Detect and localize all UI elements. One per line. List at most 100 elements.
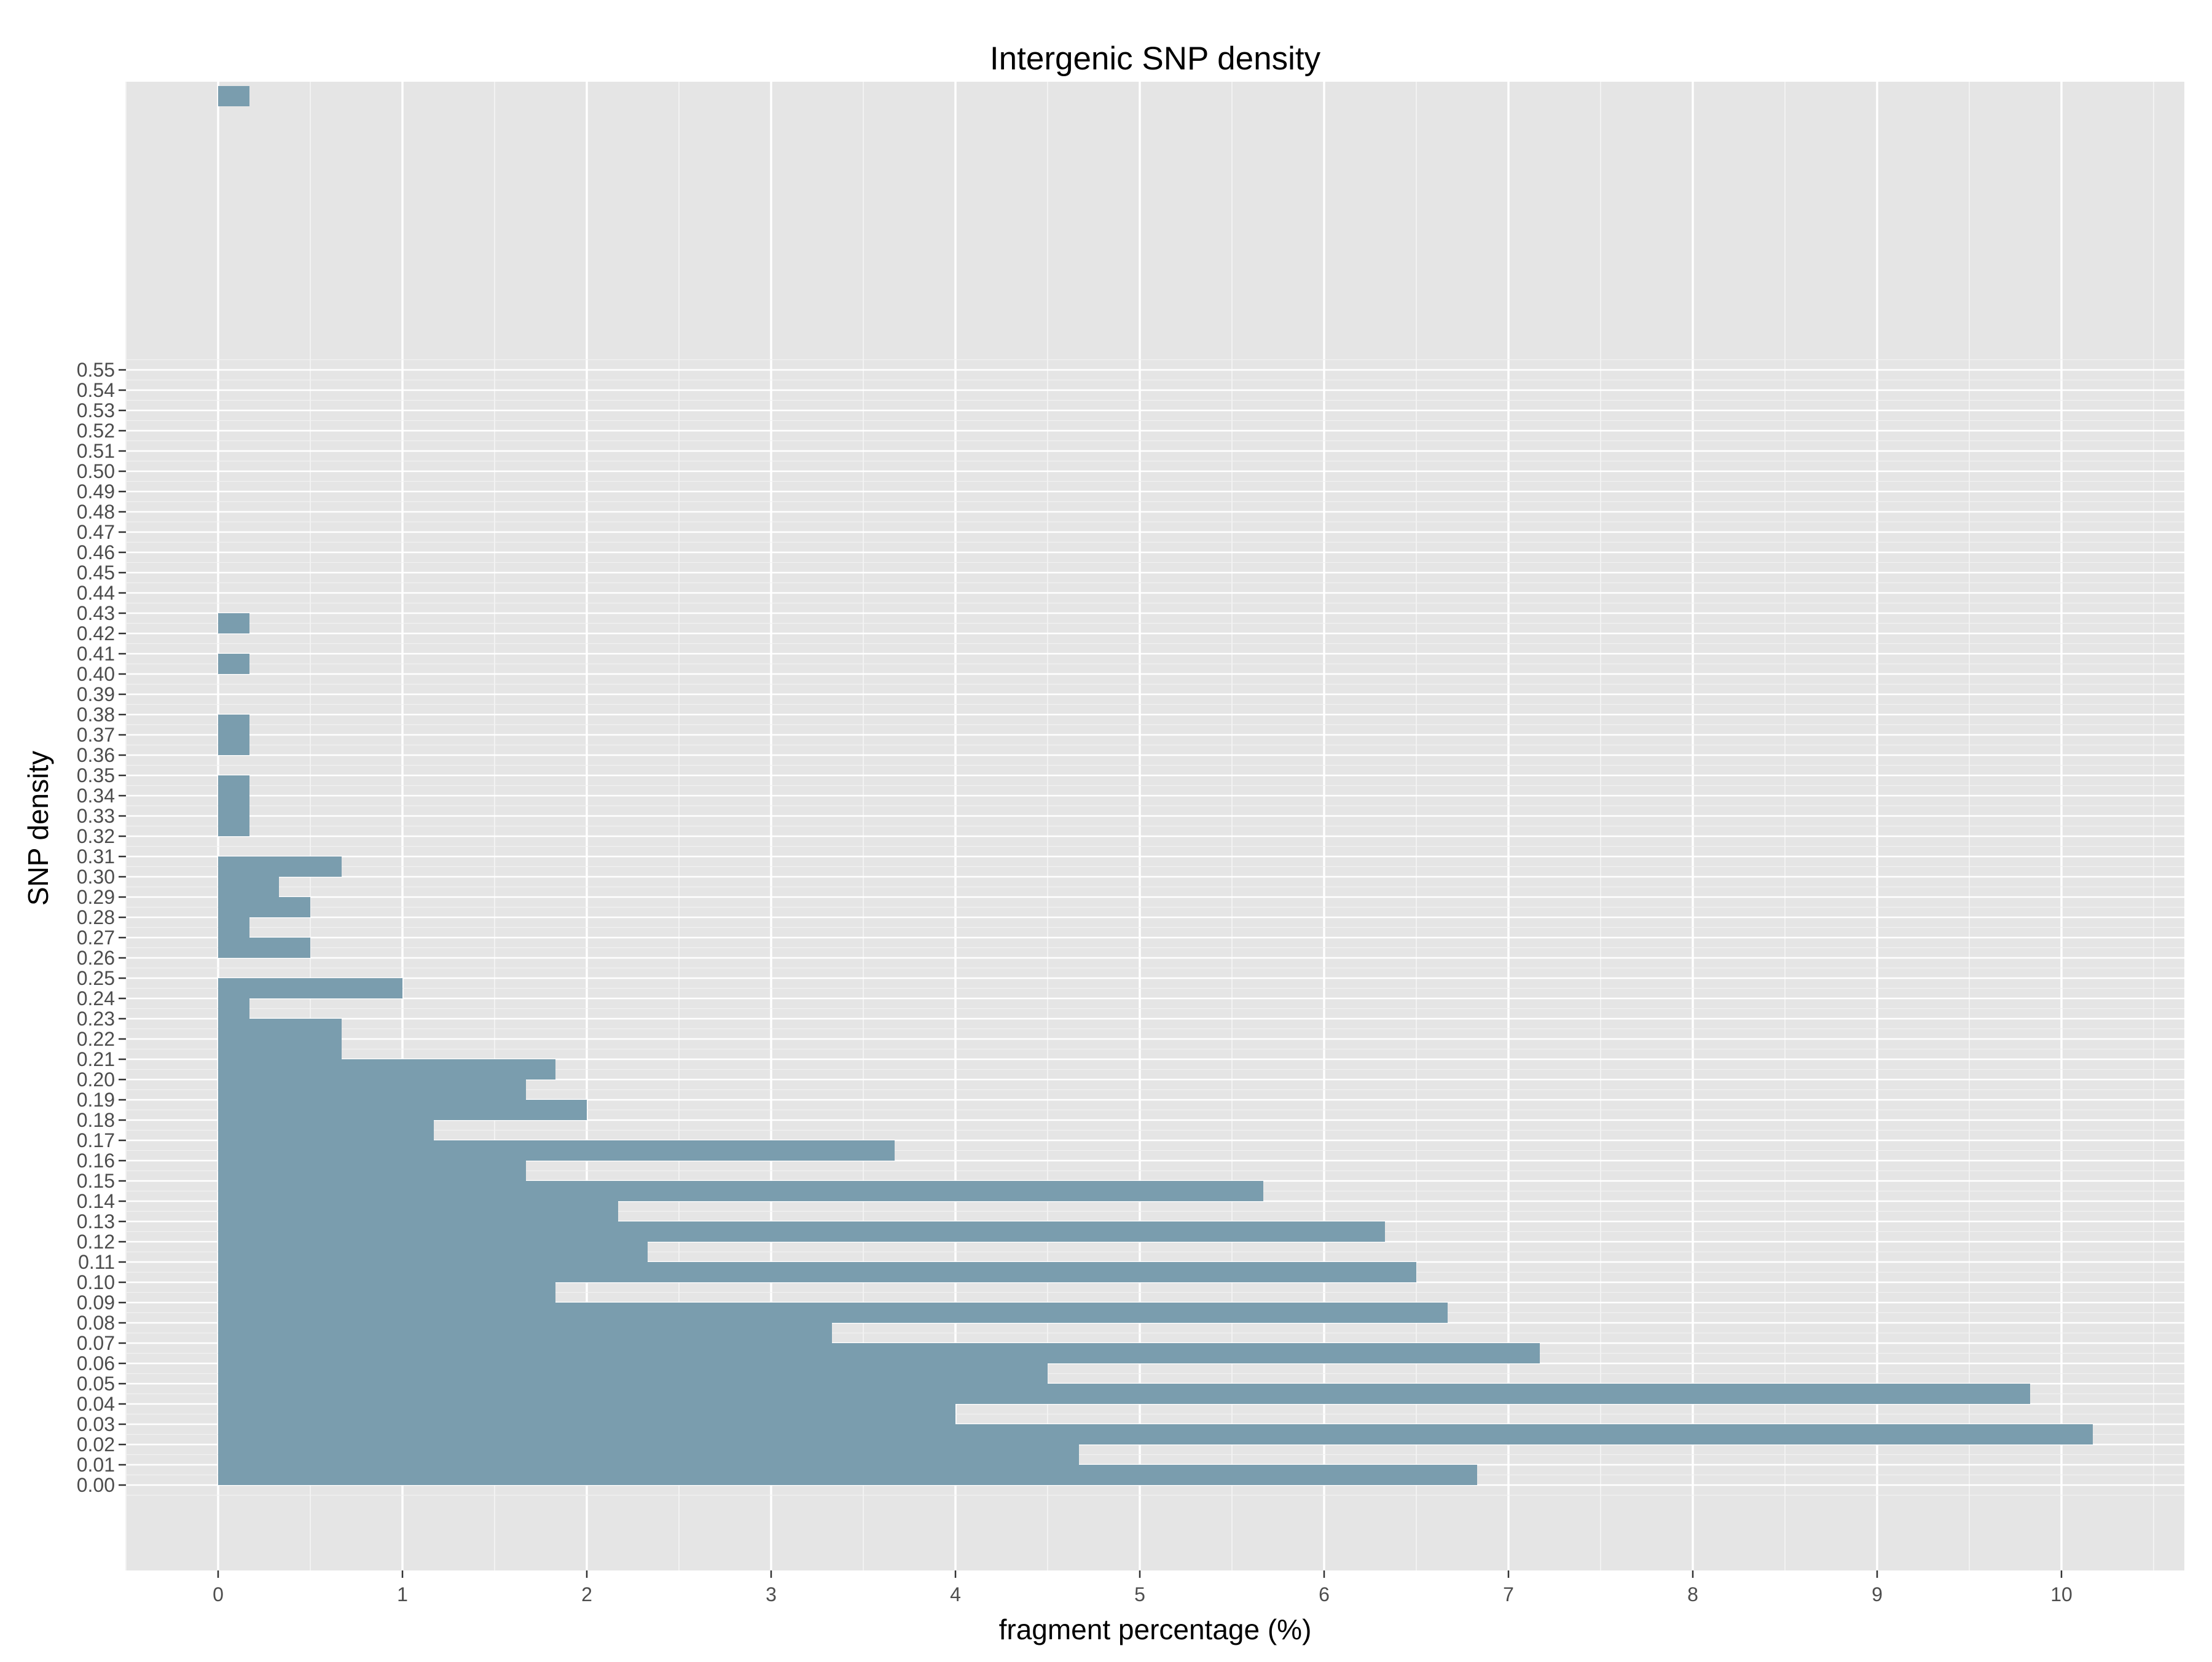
y-tick-label: 0.51 — [77, 440, 115, 462]
y-tick-label: 0.21 — [77, 1048, 115, 1070]
y-tick-label: 0.38 — [77, 704, 115, 726]
bar-10 — [218, 1262, 1416, 1282]
y-tick-label: 0.16 — [77, 1150, 115, 1172]
y-tick-label: 0.14 — [77, 1190, 115, 1212]
y-tick-label: 0.26 — [77, 947, 115, 969]
bar-14 — [218, 1181, 1263, 1201]
y-tick-label: 0.27 — [77, 927, 115, 949]
y-tick-label: 0.11 — [78, 1251, 115, 1273]
bar-34 — [218, 715, 249, 735]
y-tick-label: 0.44 — [77, 582, 115, 604]
bar-2 — [218, 1424, 2093, 1444]
y-tick-label: 0.54 — [77, 379, 115, 401]
x-tick-label: 7 — [1503, 1583, 1514, 1605]
x-tick-label: 0 — [213, 1583, 224, 1605]
x-tick-label: 8 — [1687, 1583, 1698, 1605]
bar-5 — [218, 1363, 1048, 1384]
x-axis-title: fragment percentage (%) — [999, 1613, 1312, 1645]
y-tick-label: 0.23 — [77, 1008, 115, 1030]
x-tick-label: 5 — [1134, 1583, 1145, 1605]
bar-26 — [218, 917, 249, 938]
bar-3 — [218, 1404, 955, 1424]
y-tick-label: 0.24 — [77, 987, 115, 1009]
y-tick-label: 0.34 — [77, 785, 115, 807]
plot-layer: 0 1 2 3 4 5 6 7 8 9 10 0.000.010.020.030.040.050.06… — [77, 82, 2184, 1605]
x-tick-label: 10 — [2050, 1583, 2073, 1605]
y-tick-label: 0.07 — [77, 1332, 115, 1354]
y-tick-label: 0.03 — [77, 1413, 115, 1435]
y-tick-label: 0.06 — [77, 1352, 115, 1374]
y-tick-label: 0.48 — [77, 501, 115, 523]
y-tick-label: 0.53 — [77, 399, 115, 421]
y-tick-label: 0.19 — [77, 1089, 115, 1111]
y-tick-label: 0.43 — [77, 602, 115, 624]
bar-15 — [218, 1161, 526, 1181]
y-tick-label: 0.13 — [77, 1210, 115, 1233]
bar-31 — [218, 796, 249, 816]
x-tick-label: 4 — [950, 1583, 961, 1605]
y-tick-label: 0.37 — [77, 724, 115, 746]
y-tick-label: 0.31 — [77, 845, 115, 868]
y-tick-label: 0.36 — [77, 744, 115, 766]
bar-25 — [218, 938, 310, 958]
bar-22 — [218, 1019, 342, 1039]
x-tick-label: 1 — [397, 1583, 408, 1605]
bar-11 — [218, 1242, 648, 1262]
bar-0 — [218, 1465, 1477, 1485]
y-tick-label: 0.08 — [77, 1312, 115, 1334]
bar-27 — [218, 897, 310, 917]
y-tick-label: 0.10 — [77, 1271, 115, 1293]
bar-7 — [218, 1323, 832, 1343]
y-tick-label: 0.17 — [77, 1129, 115, 1151]
bar-19 — [218, 1080, 526, 1100]
bar-36 — [218, 613, 249, 633]
y-tick-label: 0.29 — [77, 886, 115, 908]
y-tick-label: 0.32 — [77, 825, 115, 847]
y-tick-label: 0.46 — [77, 541, 115, 563]
bar-17 — [218, 1120, 434, 1140]
bar-33 — [218, 735, 249, 755]
y-tick-label: 0.04 — [77, 1393, 115, 1415]
bar-29 — [218, 856, 342, 877]
y-tick-label: 0.20 — [77, 1068, 115, 1091]
bar-12 — [218, 1221, 1385, 1242]
bar-37 — [218, 86, 249, 106]
bar-24 — [218, 978, 402, 998]
bar-35 — [218, 654, 249, 674]
y-tick-label: 0.00 — [77, 1474, 115, 1496]
x-tick-label: 6 — [1319, 1583, 1330, 1605]
y-tick-label: 0.15 — [77, 1170, 115, 1192]
chart-title: Intergenic SNP density — [990, 41, 1321, 77]
y-tick-label: 0.28 — [77, 906, 115, 928]
bar-4 — [218, 1384, 2030, 1404]
y-tick-label: 0.30 — [77, 866, 115, 888]
y-tick-label: 0.39 — [77, 683, 115, 705]
x-tick-label: 2 — [581, 1583, 592, 1605]
bar-8 — [218, 1303, 1448, 1323]
bar-18 — [218, 1100, 587, 1120]
bar-32 — [218, 775, 249, 796]
y-tick-label: 0.49 — [77, 480, 115, 503]
x-tick-label: 3 — [766, 1583, 777, 1605]
y-tick-label: 0.52 — [77, 420, 115, 442]
bar-28 — [218, 877, 279, 897]
y-tick-label: 0.50 — [77, 460, 115, 482]
bar-13 — [218, 1201, 618, 1221]
bar-21 — [218, 1039, 342, 1059]
y-tick-label: 0.09 — [77, 1292, 115, 1314]
y-tick-label: 0.22 — [77, 1028, 115, 1050]
y-tick-label: 0.55 — [77, 359, 115, 381]
y-tick-label: 0.05 — [77, 1373, 115, 1395]
y-tick-label: 0.41 — [77, 643, 115, 665]
y-tick-label: 0.47 — [77, 521, 115, 543]
bar-1 — [218, 1444, 1079, 1465]
y-tick-label: 0.35 — [77, 764, 115, 786]
x-tick-label: 9 — [1872, 1583, 1883, 1605]
y-tick-label: 0.42 — [77, 622, 115, 645]
bar-23 — [218, 998, 249, 1019]
bar-16 — [218, 1140, 895, 1161]
y-tick-label: 0.01 — [77, 1454, 115, 1476]
y-tick-label: 0.45 — [77, 562, 115, 584]
